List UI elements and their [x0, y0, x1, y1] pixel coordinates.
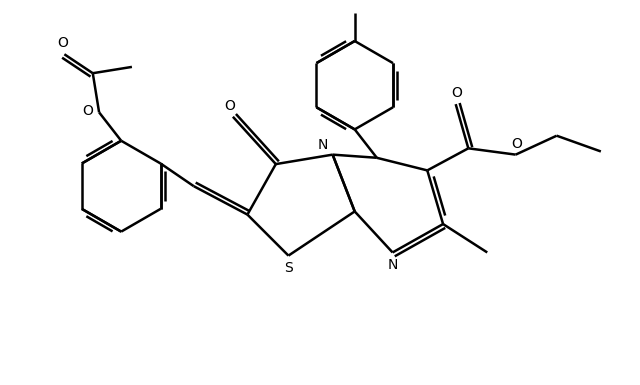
Text: N: N	[318, 138, 328, 152]
Text: O: O	[452, 86, 462, 100]
Text: O: O	[224, 99, 235, 113]
Text: S: S	[284, 261, 293, 275]
Text: N: N	[387, 258, 398, 272]
Text: O: O	[511, 137, 522, 151]
Text: O: O	[58, 36, 68, 50]
Text: O: O	[83, 104, 93, 118]
